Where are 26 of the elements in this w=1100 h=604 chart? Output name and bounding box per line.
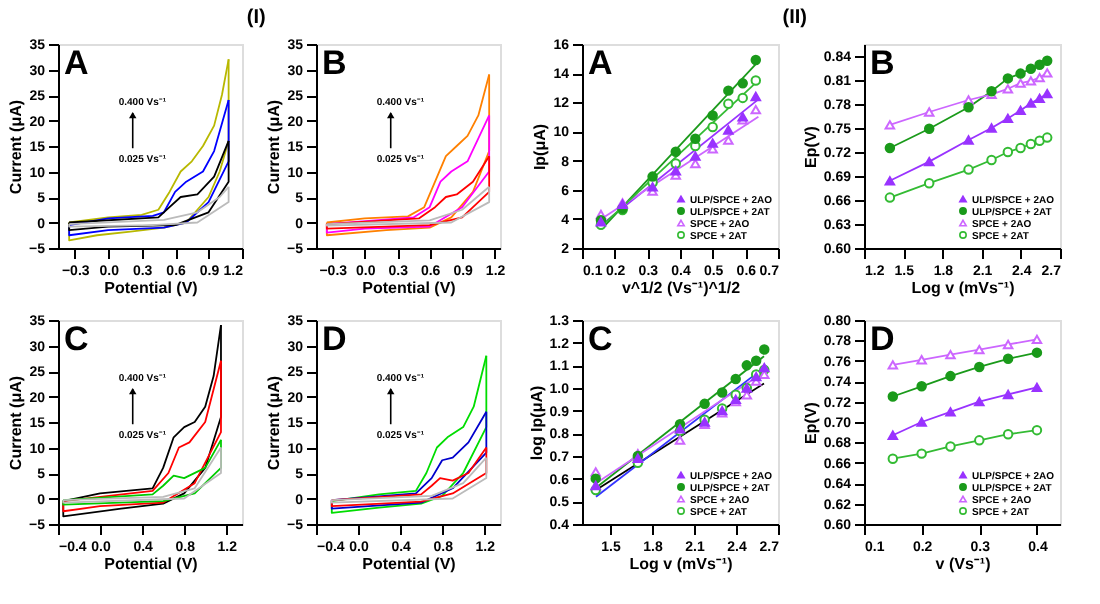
x-axis-title: Log v (mVs⁻¹) xyxy=(911,279,1016,297)
chart-title: D xyxy=(870,320,895,358)
y-axis-title: Ip(μA) xyxy=(531,123,550,171)
x-axis-title: v^1/2 (Vs⁻¹)^1/2 xyxy=(621,279,742,297)
y-axis-title: Current (μA) xyxy=(265,99,284,195)
chart-title: C xyxy=(588,320,613,358)
x-axis-title: v (Vs⁻¹) xyxy=(935,555,992,573)
chart-title: B xyxy=(322,44,347,82)
chart-title: A xyxy=(64,44,89,82)
text: (II) xyxy=(782,7,807,29)
y-axis-title: Current (μA) xyxy=(7,99,26,195)
y-axis-title: Ep(V) xyxy=(801,125,820,168)
text: (I) xyxy=(246,7,266,29)
chart-title: A xyxy=(588,44,613,82)
y-axis-title: Current (μA) xyxy=(265,375,284,471)
chart-title: B xyxy=(870,44,895,82)
x-axis-title: Potential (V) xyxy=(362,555,457,573)
chart-title: C xyxy=(64,320,89,358)
chart-title: D xyxy=(322,320,347,358)
x-axis-title: Potential (V) xyxy=(104,555,199,573)
y-axis-title: log Ip(μA) xyxy=(527,385,546,461)
x-axis-title: Potential (V) xyxy=(362,279,457,297)
x-axis-title: Log v (mVs⁻¹) xyxy=(629,555,734,573)
x-axis-title: Potential (V) xyxy=(104,279,199,297)
y-axis-title: Ep(V) xyxy=(801,401,820,444)
y-axis-title: Current (μA) xyxy=(7,375,26,471)
